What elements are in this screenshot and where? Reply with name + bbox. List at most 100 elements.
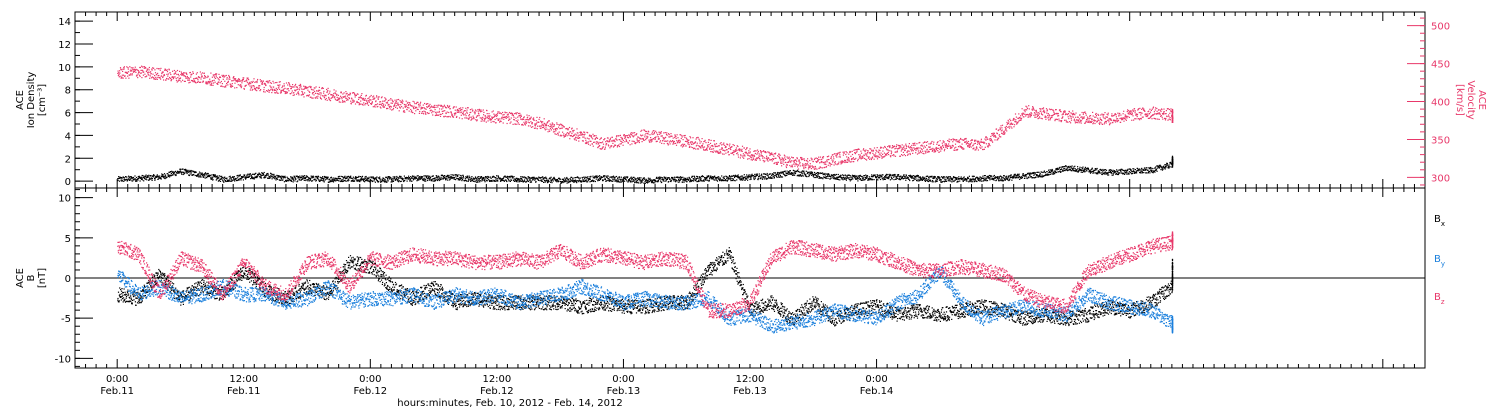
velocity-point <box>126 66 128 68</box>
density-point <box>213 175 215 177</box>
density-point <box>1029 174 1031 176</box>
density-point <box>810 174 813 176</box>
velocity-point <box>443 116 445 118</box>
density-point <box>1137 170 1139 172</box>
density-point <box>985 180 987 182</box>
density-point <box>447 176 449 178</box>
velocity-point <box>377 98 379 100</box>
density-point <box>700 179 702 181</box>
density-point <box>1048 169 1050 171</box>
density-point <box>988 176 990 179</box>
density-point <box>417 175 419 177</box>
density-point <box>722 179 724 181</box>
density-point <box>504 176 506 178</box>
density-point <box>495 177 497 179</box>
density-point <box>775 174 777 176</box>
density-point <box>747 177 749 179</box>
velocity-point <box>428 112 430 114</box>
density-point <box>1101 173 1103 176</box>
velocity-point <box>297 91 299 93</box>
density-point <box>290 179 292 181</box>
density-point <box>461 180 463 182</box>
density-point <box>266 174 268 176</box>
density-point <box>342 180 344 183</box>
density-point <box>704 178 706 180</box>
density-point <box>841 178 843 180</box>
density-point <box>1097 170 1099 172</box>
density-point <box>435 177 437 179</box>
density-point <box>139 180 141 182</box>
velocity-point <box>288 82 290 84</box>
density-point <box>536 177 538 179</box>
density-point <box>571 178 574 180</box>
density-point <box>1056 167 1058 169</box>
velocity-point <box>269 85 271 87</box>
density-point <box>799 175 801 177</box>
velocity-point <box>275 82 277 84</box>
density-point <box>842 176 844 179</box>
velocity-point <box>201 72 204 74</box>
velocity-point <box>420 112 423 114</box>
density-point <box>1154 169 1156 171</box>
density-point <box>238 178 240 180</box>
density-point <box>186 172 188 175</box>
density-point <box>830 177 832 179</box>
density-point <box>683 177 685 179</box>
density-point <box>1145 172 1147 174</box>
density-point <box>372 176 374 178</box>
velocity-point <box>382 105 384 107</box>
velocity-point <box>323 92 325 94</box>
density-point <box>706 176 708 179</box>
density-point <box>960 176 962 178</box>
density-point <box>851 177 853 179</box>
density-point <box>583 179 585 181</box>
density-point <box>766 178 768 180</box>
density-point <box>201 173 203 175</box>
density-point <box>174 174 176 176</box>
density-point <box>1089 172 1092 174</box>
velocity-point <box>365 94 367 96</box>
density-point <box>224 176 226 178</box>
density-point <box>876 174 878 176</box>
density-point <box>898 174 900 176</box>
density-point <box>1073 170 1076 172</box>
velocity-point <box>285 82 288 84</box>
density-point <box>736 179 738 181</box>
velocity-point <box>296 86 298 88</box>
velocity-point <box>308 94 310 96</box>
density-point <box>910 176 912 179</box>
velocity-point <box>340 91 342 93</box>
density-point <box>493 176 495 178</box>
density-point <box>1125 172 1127 174</box>
density-point <box>424 178 427 180</box>
density-point <box>120 179 122 181</box>
density-point <box>741 177 743 179</box>
density-point <box>185 168 187 170</box>
density-point <box>1000 175 1002 177</box>
density-point <box>715 177 718 179</box>
density-point <box>1092 170 1094 172</box>
density-point <box>160 177 162 179</box>
velocity-point <box>370 99 372 101</box>
density-point <box>882 179 884 181</box>
density-point <box>884 177 886 179</box>
density-point <box>532 178 534 180</box>
density-point <box>1037 176 1039 178</box>
density-point <box>970 179 972 181</box>
velocity-point <box>270 87 272 89</box>
density-point <box>141 178 143 180</box>
density-point <box>232 176 234 179</box>
density-point <box>609 176 611 178</box>
density-point <box>1035 174 1037 176</box>
velocity-point <box>227 80 229 82</box>
density-point <box>1024 177 1026 179</box>
density-point <box>122 180 124 182</box>
density-point <box>449 179 451 181</box>
density-point <box>786 174 788 176</box>
density-point <box>359 181 361 183</box>
density-point <box>208 174 210 176</box>
density-point <box>376 180 379 182</box>
density-point <box>468 175 470 177</box>
density-point <box>332 180 334 182</box>
density-point <box>979 176 982 178</box>
